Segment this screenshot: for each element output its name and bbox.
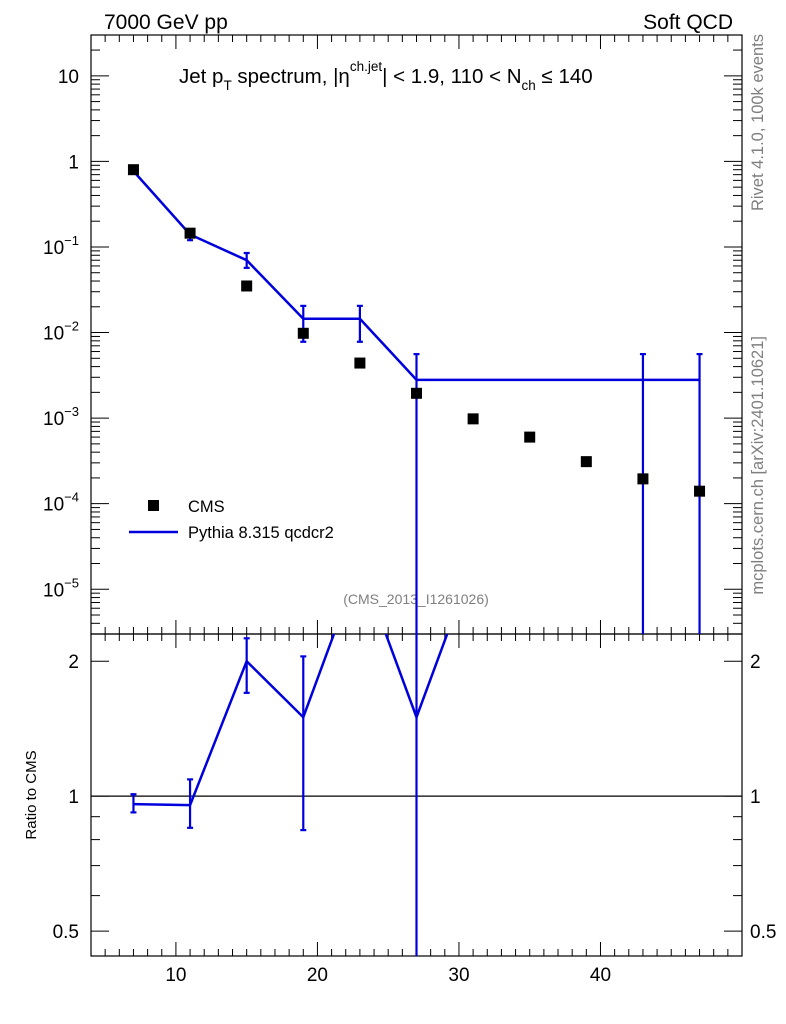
main-y-tick-label-6: 10−5 [43,575,79,601]
main-chart-title: Jet pT spectrum, |ηch.jet| < 1.9, 110 < … [179,59,593,93]
legend-label-cms: CMS [188,498,225,516]
x-tick-label-40: 40 [590,965,611,986]
main-y-tick-mantissa-5: 10 [43,495,64,516]
main-y-tick-exponent-5: −4 [64,490,79,505]
legend: CMS Pythia 8.315 qcdcr2 [129,498,334,542]
rivet-version-label: Rivet 4.1.0, 100k events [749,34,767,211]
mcplots-source-label: mcplots.cern.ch [arXiv:2401.10621] [749,336,767,595]
main-y-tick-mantissa-2: 10 [43,238,64,259]
ratio-y-axis-label: Ratio to CMS [23,750,40,839]
title-part-2: spectrum, |η [232,65,350,88]
main-y-tick-exponent-3: −2 [64,319,79,334]
title-part-3: | < 1.9, 110 < N [382,65,521,88]
cms-point-19 [297,327,309,339]
cms-point-15 [241,280,253,292]
main-y-tick-mantissa-4: 10 [43,409,64,430]
main-y-tick-label-5: 10−4 [43,490,79,516]
ratio-y-tick-label-right-0: 2 [750,652,761,673]
main-y-tick-label-0: 10 [58,67,79,88]
title-part-4: ≤ 140 [536,65,593,88]
process-label: Soft QCD [643,11,733,34]
cms-point-35 [524,431,536,443]
x-tick-label-20: 20 [307,965,328,986]
main-y-tick-mantissa-6: 10 [43,580,64,601]
energy-label: 7000 GeV pp [104,11,228,34]
main-y-tick-exponent-6: −5 [64,575,79,590]
ratio-line [188,634,449,806]
ratio-y-tick-label-left-1: 1 [68,787,79,808]
title-sub-3: ch [522,78,536,93]
cms-point-43 [637,473,649,485]
cms-point-11 [184,227,196,239]
cms-point-31 [467,413,479,425]
main-y-tick-label-4: 10−3 [43,404,79,430]
main-y-tick-label-3: 10−2 [43,319,79,345]
cms-point-27 [411,387,422,399]
legend-marker-cms [148,500,159,511]
main-y-tick-exponent-4: −3 [64,404,79,419]
title-sub-1: T [223,78,231,93]
ratio-segment-first [133,802,191,807]
ratio-y-tick-label-right-1: 1 [750,787,761,808]
cms-point-47 [694,485,706,497]
cms-point-39 [580,456,592,468]
main-y-tick-exponent-2: −1 [64,233,79,248]
x-tick-label-30: 30 [448,965,469,986]
title-sup-2: ch.jet [350,59,383,74]
main-y-tick-label-2: 10−1 [43,233,79,259]
legend-label-pythia: Pythia 8.315 qcdcr2 [188,524,334,542]
ratio-y-tick-label-right-2: 0.5 [750,922,776,943]
x-tick-label-10: 10 [165,965,186,986]
main-y-tick-mantissa-3: 10 [43,324,64,345]
ratio-y-tick-label-left-2: 0.5 [53,922,79,943]
title-part-1: Jet p [179,65,223,88]
cms-point-7 [127,164,139,176]
ratio-y-tick-label-left-0: 2 [68,652,79,673]
cms-point-23 [354,357,366,369]
pythia-line [132,170,700,382]
main-y-tick-label-1: 1 [68,152,79,173]
